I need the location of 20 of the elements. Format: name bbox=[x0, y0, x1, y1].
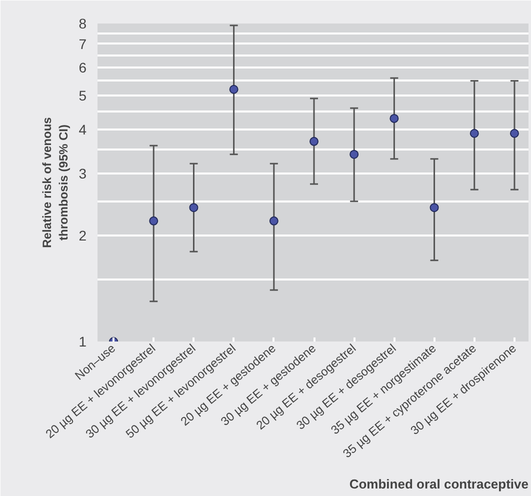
y-axis-title: Relative risk of venous thrombosis (95% CI) bbox=[40, 116, 71, 248]
point bbox=[189, 203, 198, 212]
y-tick-label: 3 bbox=[78, 165, 87, 182]
point bbox=[390, 114, 399, 123]
point bbox=[149, 216, 158, 226]
point bbox=[350, 150, 359, 159]
y-tick-label: 2 bbox=[78, 228, 87, 244]
y-tick-label: 5 bbox=[78, 87, 87, 104]
point bbox=[269, 216, 278, 226]
y-tick-label: 8 bbox=[78, 16, 87, 32]
y-tick-label: 7 bbox=[78, 36, 87, 52]
point bbox=[430, 203, 439, 212]
x-axis-title: Combined oral contraceptive bbox=[349, 476, 529, 492]
point bbox=[510, 128, 519, 138]
point bbox=[229, 84, 238, 94]
point bbox=[310, 136, 318, 146]
y-tick-label: 6 bbox=[78, 59, 87, 76]
point bbox=[470, 128, 479, 138]
y-tick-label: 4 bbox=[78, 122, 87, 138]
y-tick-label: 1 bbox=[78, 334, 87, 350]
